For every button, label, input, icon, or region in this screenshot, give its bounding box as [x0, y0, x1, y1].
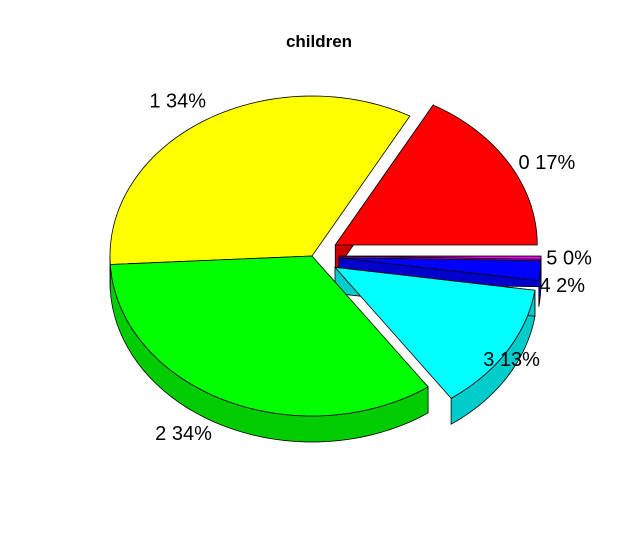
slice-top-1 [109, 95, 411, 265]
slice-top-0 [334, 104, 538, 246]
pie-tops [109, 95, 542, 417]
slice-label-3: 3 13% [483, 349, 540, 371]
slice-top-3 [334, 266, 536, 399]
chart-title: children [286, 32, 352, 51]
pie-labels: 0 17% 1 34% 2 34% 3 13% 4 2% 5 0% [149, 91, 592, 445]
slice-label-4: 4 2% [540, 275, 586, 297]
slice-top-2 [109, 255, 429, 417]
slice-label-2: 2 34% [155, 423, 212, 445]
slice-label-0: 0 17% [519, 152, 576, 174]
slice-top-4 [338, 257, 542, 282]
slice-label-5: 5 0% [546, 248, 592, 270]
slice-top-5 [338, 255, 542, 260]
slice-label-1: 1 34% [149, 91, 206, 113]
